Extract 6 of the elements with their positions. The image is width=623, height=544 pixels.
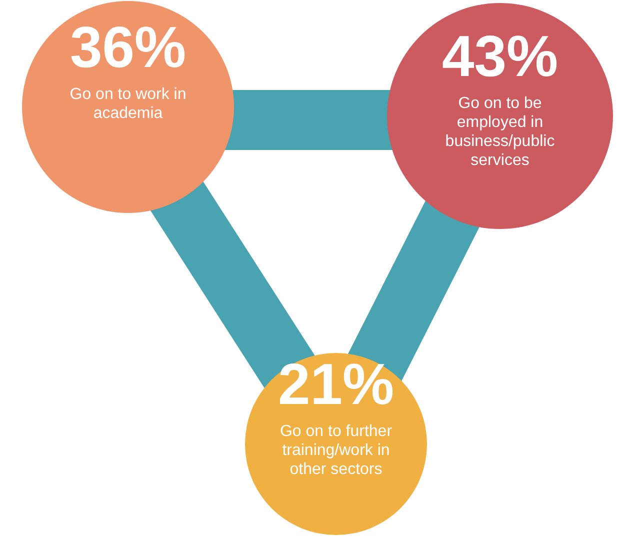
category-label: Go on to work in academia	[70, 86, 186, 122]
category-label: Go on to further training/work in other sectors	[280, 423, 393, 478]
data-label: 21%	[278, 352, 394, 417]
data-label: 43%	[442, 24, 558, 89]
data-label: 36%	[70, 15, 186, 80]
category-label: Go on to be employed in business/public services	[445, 95, 555, 169]
